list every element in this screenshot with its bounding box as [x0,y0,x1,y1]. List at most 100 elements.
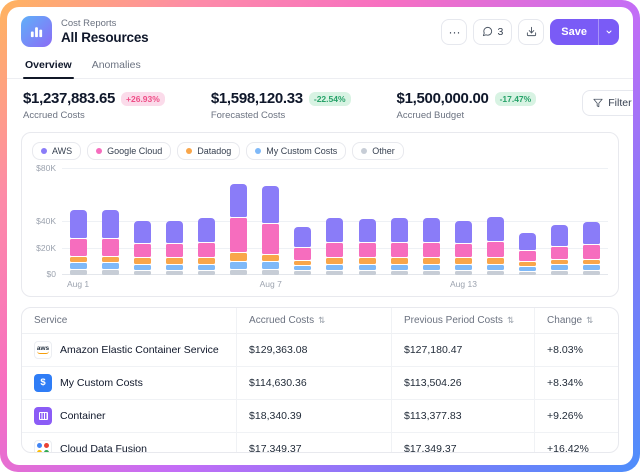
table-row-my-custom-costs[interactable]: $ My Custom Costs $114,630.36 $113,504.26 +8… [22,366,618,400]
bar-segment-other [519,272,537,275]
legend-item-my-custom-costs[interactable]: My Custom Costs [246,142,347,160]
bar-aug-6[interactable] [230,183,248,275]
bar-aug-1[interactable] [69,210,87,275]
bar-segment-aws [390,217,408,242]
bar-aug-12[interactable] [422,217,440,275]
tab-anomalies[interactable]: Anomalies [91,59,141,71]
bar-segment-datadog [133,258,151,264]
bar-segment-my-custom-costs [262,262,280,269]
kpi-label: Forecasted Costs [210,110,286,121]
bar-aug-3[interactable] [133,220,151,275]
bar-segment-datadog [454,258,472,264]
bar-segment-aws [326,217,344,242]
service-cell: aws Amazon Elastic Container Service [22,333,237,367]
header-actions: ··· 3 Save [441,18,619,45]
accrued-costs-cell: $17,349.37 [236,432,392,452]
bar-segment-my-custom-costs [422,264,440,270]
bar-segment-aws [519,232,537,250]
x-tick-label [383,279,415,291]
kpi-accrued-costs: $1,237,883.65 +26.93% Accrued Costs [23,90,165,121]
table-header-row: Service Accrued Costs ⇅ Previous Period C… [22,308,618,334]
service-cell: $ My Custom Costs [22,366,237,400]
legend-color-dot [255,148,262,154]
bar-aug-2[interactable] [101,210,119,275]
bar-segment-aws [262,186,280,224]
legend-color-dot [186,148,193,154]
save-split-button: Save [550,18,619,45]
x-tick-label [480,279,512,291]
legend-item-datadog[interactable]: Datadog [177,142,241,160]
bar-segment-my-custom-costs [165,264,183,270]
service-name: Amazon Elastic Container Service [60,344,219,356]
legend-item-other[interactable]: Other [352,142,404,160]
bar-aug-7[interactable] [262,186,280,275]
bar-segment-google-cloud [230,217,248,253]
kpi-label: Accrued Costs [23,110,85,121]
bar-segment-google-cloud [583,245,601,259]
filter-button[interactable]: Filter [582,90,633,116]
table-row-container[interactable]: Container $18,340.39 $113,377.83 +9.26% [22,399,618,433]
plot-area [62,168,608,275]
x-tick-label [223,279,255,291]
table-row-cloud-data-fusion[interactable]: Cloud Data Fusion $17,349.37 $17,349.37 +16… [22,432,618,453]
x-tick-label: Aug 7 [259,279,282,289]
bar-aug-4[interactable] [165,220,183,275]
bar-segment-other [198,271,216,275]
bar-aug-9[interactable] [326,217,344,275]
save-button[interactable]: Save [550,19,598,45]
more-options-button[interactable]: ··· [441,18,468,45]
bar-segment-my-custom-costs [454,264,472,270]
bar-segment-aws [422,217,440,242]
column-header-accrued-costs[interactable]: Accrued Costs ⇅ [236,308,392,334]
legend-color-dot [96,148,103,154]
bar-segment-google-cloud [165,244,183,258]
tab-overview[interactable]: Overview [23,53,74,79]
change-cell: +8.03% [534,333,618,367]
bar-segment-other [487,271,505,275]
comments-button[interactable]: 3 [473,18,513,45]
bar-segment-google-cloud [101,238,119,257]
legend-item-aws[interactable]: AWS [32,142,82,160]
save-dropdown-button[interactable] [599,19,619,45]
x-tick-label [415,279,447,291]
legend-item-google-cloud[interactable]: Google Cloud [87,142,172,160]
plot-row: $80K $40K $20K $0 [32,163,608,279]
bar-segment-other [583,271,601,275]
bar-aug-8[interactable] [294,227,312,275]
bar-aug-17[interactable] [583,221,601,275]
y-axis: $80K $40K $20K $0 [32,163,62,279]
bar-segment-datadog [230,253,248,262]
x-axis: Aug 1 Aug 7 Aug 13 [62,279,608,291]
breadcrumb: Cost Reports [61,18,117,29]
bar-aug-5[interactable] [198,217,216,275]
x-tick-label [190,279,222,291]
bar-aug-13[interactable] [454,220,472,275]
table-row-amazon-elastic-container-service[interactable]: aws Amazon Elastic Container Service $129,… [22,333,618,367]
column-header-previous-period-costs[interactable]: Previous Period Costs ⇅ [390,308,535,334]
bar-aug-14[interactable] [487,216,505,275]
legend-label: Other [372,146,395,156]
bar-aug-16[interactable] [551,224,569,275]
column-header-change[interactable]: Change ⇅ [534,308,618,334]
sort-icon: ⇅ [586,315,594,325]
download-button[interactable] [518,18,545,45]
kpi-delta-badge: +26.93% [121,91,165,106]
bar-segment-datadog [487,258,505,264]
column-header-service[interactable]: Service [22,308,237,334]
x-tick-label [576,279,608,291]
bar-segment-my-custom-costs [487,264,505,270]
bar-aug-11[interactable] [390,217,408,275]
bar-segment-datadog [358,258,376,264]
bar-aug-15[interactable] [519,232,537,275]
bar-segment-datadog [519,262,537,267]
column-label: Service [34,315,68,326]
custom-costs-icon: $ [34,374,52,392]
previous-period-costs-cell: $17,349.37 [390,432,535,452]
kpi-value: $1,237,883.65 [23,90,116,107]
bar-segment-aws [165,220,183,244]
service-name: Cloud Data Fusion [60,443,147,453]
bar-segment-other [326,271,344,275]
bar-aug-10[interactable] [358,219,376,275]
save-divider [598,18,599,45]
bar-segment-google-cloud [262,224,280,254]
